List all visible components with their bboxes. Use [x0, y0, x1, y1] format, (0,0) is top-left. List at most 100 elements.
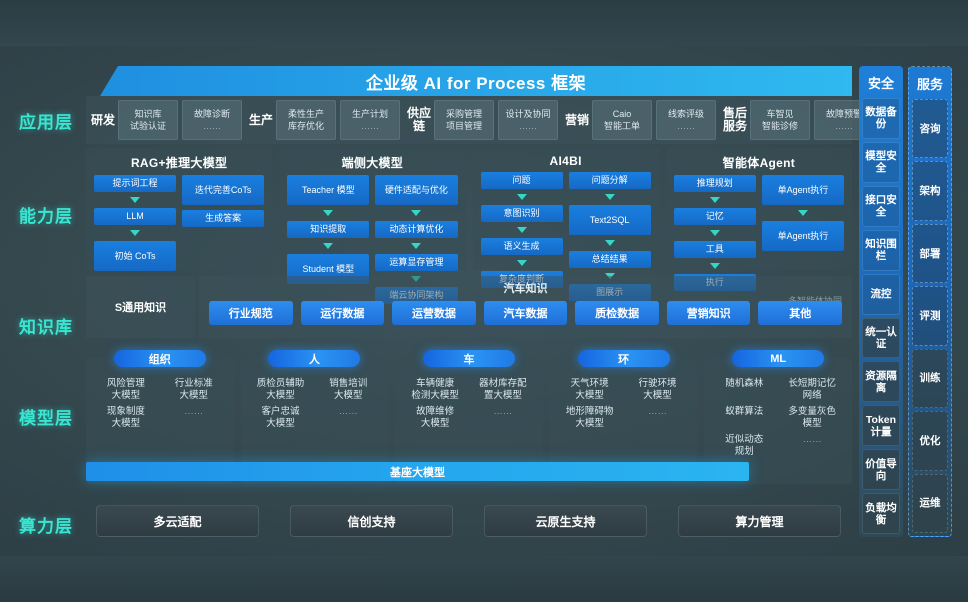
capability-node[interactable]: 语义生成	[480, 238, 563, 255]
capability-node[interactable]: 硬件适配与优化	[375, 175, 458, 205]
security-column-item[interactable]: 负载均衡	[862, 493, 900, 535]
knowledge-chip[interactable]: 营销知识	[666, 301, 751, 325]
capability-node[interactable]: 问题	[480, 172, 563, 189]
model-item[interactable]: 随机森林	[725, 378, 764, 389]
app-cell-line1: 车智见	[766, 109, 794, 119]
model-item[interactable]: ……	[338, 406, 358, 417]
knowledge-chip[interactable]: 行业规范	[209, 301, 293, 325]
capability-node[interactable]: 意图识别	[480, 205, 563, 222]
capability-node[interactable]: 推理规划	[673, 175, 756, 192]
security-column-item[interactable]: 接口安全	[862, 185, 900, 227]
app-cell[interactable]: 知识库 试验认证	[118, 100, 178, 140]
compute-button[interactable]: 云原生支持	[484, 505, 647, 537]
layer-label-knowledge: 知识库	[19, 318, 73, 337]
compute-button[interactable]: 算力管理	[678, 505, 841, 537]
base-model-bar: 基座大模型	[86, 462, 749, 481]
service-column-item[interactable]: 运维	[912, 473, 948, 533]
model-item[interactable]: 质检员辅助 大模型	[256, 378, 305, 401]
app-cell[interactable]: 生产计划 ……	[340, 100, 400, 140]
model-item[interactable]: ……	[647, 406, 667, 417]
model-item[interactable]: 现象制度 大模型	[106, 406, 145, 429]
app-cell[interactable]: Caio 智能工单	[592, 100, 652, 140]
model-item[interactable]: 天气环境 大模型	[570, 378, 609, 401]
knowledge-chip[interactable]: 汽车数据	[483, 301, 568, 325]
security-column-item[interactable]: 数据备份	[862, 98, 900, 139]
app-cell[interactable]: 车智见 智能诊修	[750, 100, 810, 140]
layer-label-compute: 算力层	[19, 517, 73, 536]
model-item[interactable]: ……	[493, 406, 513, 417]
app-cell[interactable]: 故障诊断 ……	[182, 100, 242, 140]
model-item[interactable]: 近似动态 规划	[725, 434, 764, 457]
app-cell-line2: 智能工单	[603, 121, 640, 131]
arrow-down-icon	[323, 210, 334, 216]
security-column-item[interactable]: 资源隔离	[862, 361, 900, 403]
model-item[interactable]: 长短期记忆 网络	[788, 378, 836, 401]
security-column-item[interactable]: Token计量	[862, 405, 900, 447]
capability-node[interactable]: 初始 CoTs	[94, 241, 177, 271]
capability-node[interactable]: 记忆	[673, 208, 756, 225]
capability-node[interactable]: 动态计算优化	[375, 221, 458, 238]
model-item[interactable]: 故障维修 大模型	[416, 406, 455, 429]
capability-node[interactable]: 问题分解	[568, 172, 651, 189]
model-item[interactable]: 器材库存配 置大模型	[479, 378, 527, 401]
knowledge-chip[interactable]: 质检数据	[575, 301, 659, 325]
knowledge-auto-title: 汽车知识	[503, 283, 548, 295]
knowledge-chip[interactable]: 其他	[758, 301, 843, 325]
security-column-item[interactable]: 模型安全	[862, 141, 900, 183]
app-cell[interactable]: 采购管理 项目管理	[434, 100, 494, 140]
model-item[interactable]: 销售培训 大模型	[329, 378, 368, 401]
compute-button[interactable]: 信创支持	[290, 505, 453, 537]
service-column-item[interactable]: 优化	[912, 411, 948, 471]
compute-button[interactable]: 多云适配	[96, 505, 259, 537]
model-item-grid: 车辆健康 检测大模型 器材库存配 置大模型故障维修 大模型 ……	[395, 374, 543, 434]
security-column-item[interactable]: 知识围栏	[862, 229, 900, 271]
layer-label-capability: 能力层	[19, 207, 73, 226]
knowledge-chip[interactable]: 运行数据	[300, 301, 385, 325]
service-column-item[interactable]: 咨询	[912, 99, 948, 159]
capability-node[interactable]: 单Agent执行	[761, 175, 844, 205]
app-cell-line2: ……	[677, 121, 695, 131]
capability-card: AI4BI问题意图识别语义生成复杂度判断问题分解Text2SQL总结结果图展示	[472, 148, 659, 301]
service-column-item[interactable]: 架构	[912, 161, 948, 221]
capability-node[interactable]: 总结结果	[568, 251, 651, 268]
capability-node[interactable]: 生成答案	[182, 210, 265, 227]
model-item[interactable]: 地形障碍物 大模型	[565, 406, 614, 429]
model-item[interactable]: 车辆健康 检测大模型	[411, 378, 459, 401]
layer-label-model: 模型层	[19, 409, 73, 428]
app-cell-line1: Caio	[612, 109, 632, 119]
app-cell[interactable]: 设计及协同 ……	[498, 100, 558, 140]
app-cell[interactable]: 柔性生产 库存优化	[276, 100, 336, 140]
security-column-item[interactable]: 统一认证	[862, 317, 900, 359]
model-item[interactable]: 多变量灰色 模型	[788, 406, 836, 429]
capability-node[interactable]: 工具	[673, 241, 756, 258]
capability-node[interactable]: 提示词工程	[94, 175, 177, 192]
capability-node[interactable]: LLM	[94, 208, 177, 225]
app-cell-line1: 生产计划	[351, 109, 388, 119]
app-cell[interactable]: 线索评级 ……	[656, 100, 716, 140]
service-column-item[interactable]: 评测	[912, 286, 948, 346]
service-column-item[interactable]: 训练	[912, 348, 948, 409]
security-column-item[interactable]: 价值导向	[862, 449, 900, 491]
security-column-item[interactable]: 流控	[862, 273, 900, 315]
model-item[interactable]: 客户忠诚 大模型	[261, 406, 300, 429]
model-item[interactable]: ……	[184, 406, 204, 417]
arrow-down-icon	[130, 197, 141, 203]
model-item[interactable]: 风险管理 大模型	[106, 378, 145, 401]
capability-node[interactable]: Text2SQL	[568, 205, 651, 235]
knowledge-chip[interactable]: 运营数据	[392, 301, 476, 325]
model-item[interactable]: ……	[802, 434, 822, 445]
application-layer-row: 研发 知识库 试验认证 故障诊断…… 生产 柔性生产 库存优化 生产计划…… 供应链 采购管理 项目…	[86, 96, 874, 144]
model-item[interactable]: 行业标准 大模型	[174, 378, 213, 401]
capability-node[interactable]: 单Agent执行	[761, 221, 844, 251]
capability-node[interactable]: 迭代完善CoTs	[182, 175, 265, 205]
app-group-label: 售后服务	[722, 106, 747, 133]
knowledge-auto-box: 汽车知识 行业规范 运行数据 运营数据 汽车数据 质检数据 营销知识 其他	[199, 276, 852, 338]
model-item[interactable]: 蚁群算法	[725, 406, 764, 417]
model-item-grid: 风险管理 大模型 行业标准 大模型现象制度 大模型 ……	[86, 374, 234, 434]
model-item[interactable]: 行驶环境 大模型	[638, 378, 677, 401]
service-column-item[interactable]: 部署	[912, 223, 948, 284]
capability-node[interactable]: 运算显存管理	[375, 254, 458, 271]
capability-node[interactable]: 知识提取	[287, 221, 370, 238]
capability-node[interactable]: Teacher 模型	[287, 175, 370, 205]
app-group: 生产 柔性生产 库存优化 生产计划……	[244, 96, 402, 144]
